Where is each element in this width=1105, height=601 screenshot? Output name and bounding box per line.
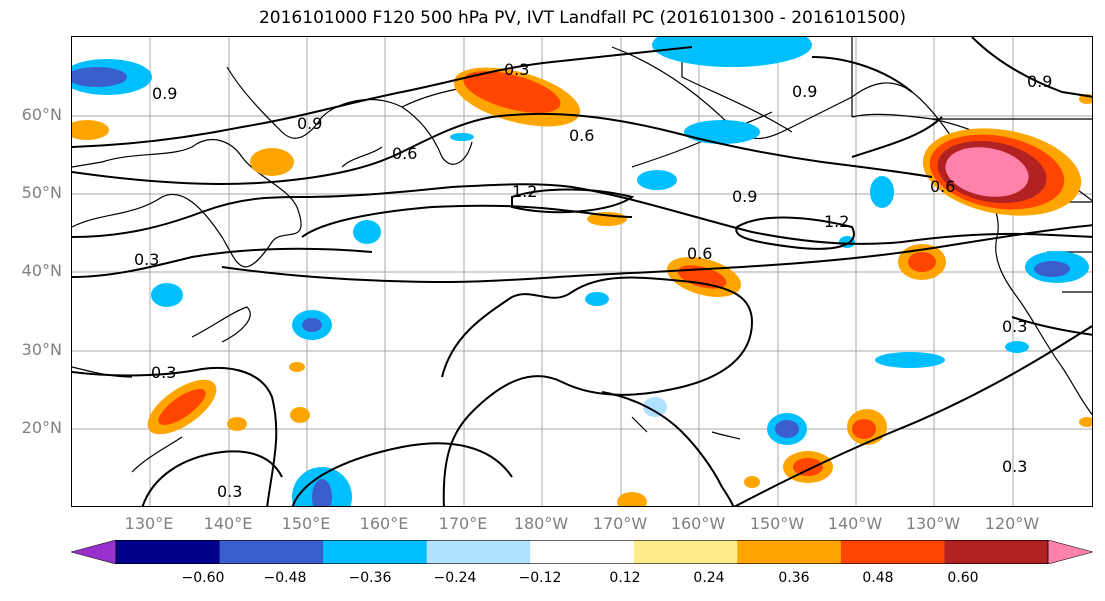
contour-label: 0.3 bbox=[1002, 317, 1027, 336]
contour-label: 0.6 bbox=[392, 144, 417, 163]
lon-label-160w: 160°W bbox=[670, 514, 726, 533]
map-panel[interactable]: 0.9 0.3 0.6 0.9 0.6 1.2 0.9 1.2 0.6 0.9 … bbox=[71, 36, 1093, 507]
contour-label: 0.9 bbox=[792, 82, 817, 101]
lon-label-120w: 120°W bbox=[984, 514, 1040, 533]
colorbar-segment bbox=[633, 540, 738, 564]
lat-label-40n: 40°N bbox=[21, 261, 62, 280]
pv-anomaly-shading bbox=[72, 37, 1092, 506]
colorbar-segment bbox=[944, 540, 1049, 564]
lon-label-130e: 130°E bbox=[124, 514, 174, 533]
lat-label-20n: 20°N bbox=[21, 418, 62, 437]
lon-label-160e: 160°E bbox=[359, 514, 409, 533]
lon-label-150w: 150°W bbox=[749, 514, 805, 533]
colorbar-tick: 0.12 bbox=[609, 570, 641, 586]
colorbar-segment bbox=[530, 540, 635, 564]
lon-label-150e: 150°E bbox=[281, 514, 331, 533]
lon-label-140e: 140°E bbox=[203, 514, 253, 533]
contour-label: 1.2 bbox=[824, 212, 849, 231]
contour-label: 0.3 bbox=[134, 250, 159, 269]
colorbar-segment bbox=[840, 540, 945, 564]
lat-label-30n: 30°N bbox=[21, 340, 62, 359]
colorbar-tick: −0.36 bbox=[348, 570, 392, 586]
colorbar-tick: −0.60 bbox=[181, 570, 225, 586]
contour-label: 0.6 bbox=[930, 177, 955, 196]
colorbar-tick: −0.12 bbox=[518, 570, 562, 586]
lat-label-50n: 50°N bbox=[21, 183, 62, 202]
colorbar-tick: 0.48 bbox=[862, 570, 894, 586]
colorbar-segment bbox=[323, 540, 428, 564]
contour-label: 0.6 bbox=[569, 126, 594, 145]
contour-label: 0.9 bbox=[732, 187, 757, 206]
contour-label: 0.9 bbox=[152, 84, 177, 103]
lon-label-130w: 130°W bbox=[905, 514, 961, 533]
map-title: 2016101000 F120 500 hPa PV, IVT Landfall… bbox=[258, 8, 906, 28]
colorbar-tick: 0.60 bbox=[947, 570, 979, 586]
colorbar-tick: −0.48 bbox=[263, 570, 307, 586]
lat-label-60n: 60°N bbox=[21, 105, 62, 124]
colorbar-segments bbox=[71, 540, 1093, 564]
colorbar-extend-high bbox=[1047, 540, 1093, 564]
colorbar-segment bbox=[116, 540, 221, 564]
lon-label-170w: 170°W bbox=[592, 514, 648, 533]
contour-label: 0.3 bbox=[504, 60, 529, 79]
contour-label: 1.2 bbox=[512, 182, 537, 201]
colorbar bbox=[71, 540, 1093, 564]
contour-label: 0.3 bbox=[151, 363, 176, 382]
colorbar-extend-low bbox=[71, 540, 117, 564]
contour-label: 0.9 bbox=[297, 114, 322, 133]
contour-label: 0.3 bbox=[1002, 457, 1027, 476]
pv-contours bbox=[72, 37, 1092, 506]
lon-label-140w: 140°W bbox=[827, 514, 883, 533]
colorbar-outline bbox=[115, 540, 1049, 564]
lon-label-180w: 180°W bbox=[513, 514, 569, 533]
contour-label: 0.9 bbox=[1027, 72, 1052, 91]
contour-label: 0.3 bbox=[217, 482, 242, 501]
colorbar-segment bbox=[219, 540, 324, 564]
lon-label-170e: 170°E bbox=[438, 514, 488, 533]
colorbar-segment bbox=[426, 540, 531, 564]
colorbar-tick: −0.24 bbox=[433, 570, 477, 586]
colorbar-tick: 0.24 bbox=[693, 570, 725, 586]
contour-labels: 0.9 0.3 0.6 0.9 0.6 1.2 0.9 1.2 0.6 0.9 … bbox=[134, 60, 1052, 501]
map-svg: 0.9 0.3 0.6 0.9 0.6 1.2 0.9 1.2 0.6 0.9 … bbox=[72, 37, 1092, 506]
contour-label: 0.6 bbox=[687, 244, 712, 263]
colorbar-segment bbox=[737, 540, 842, 564]
colorbar-tick: 0.36 bbox=[778, 570, 810, 586]
